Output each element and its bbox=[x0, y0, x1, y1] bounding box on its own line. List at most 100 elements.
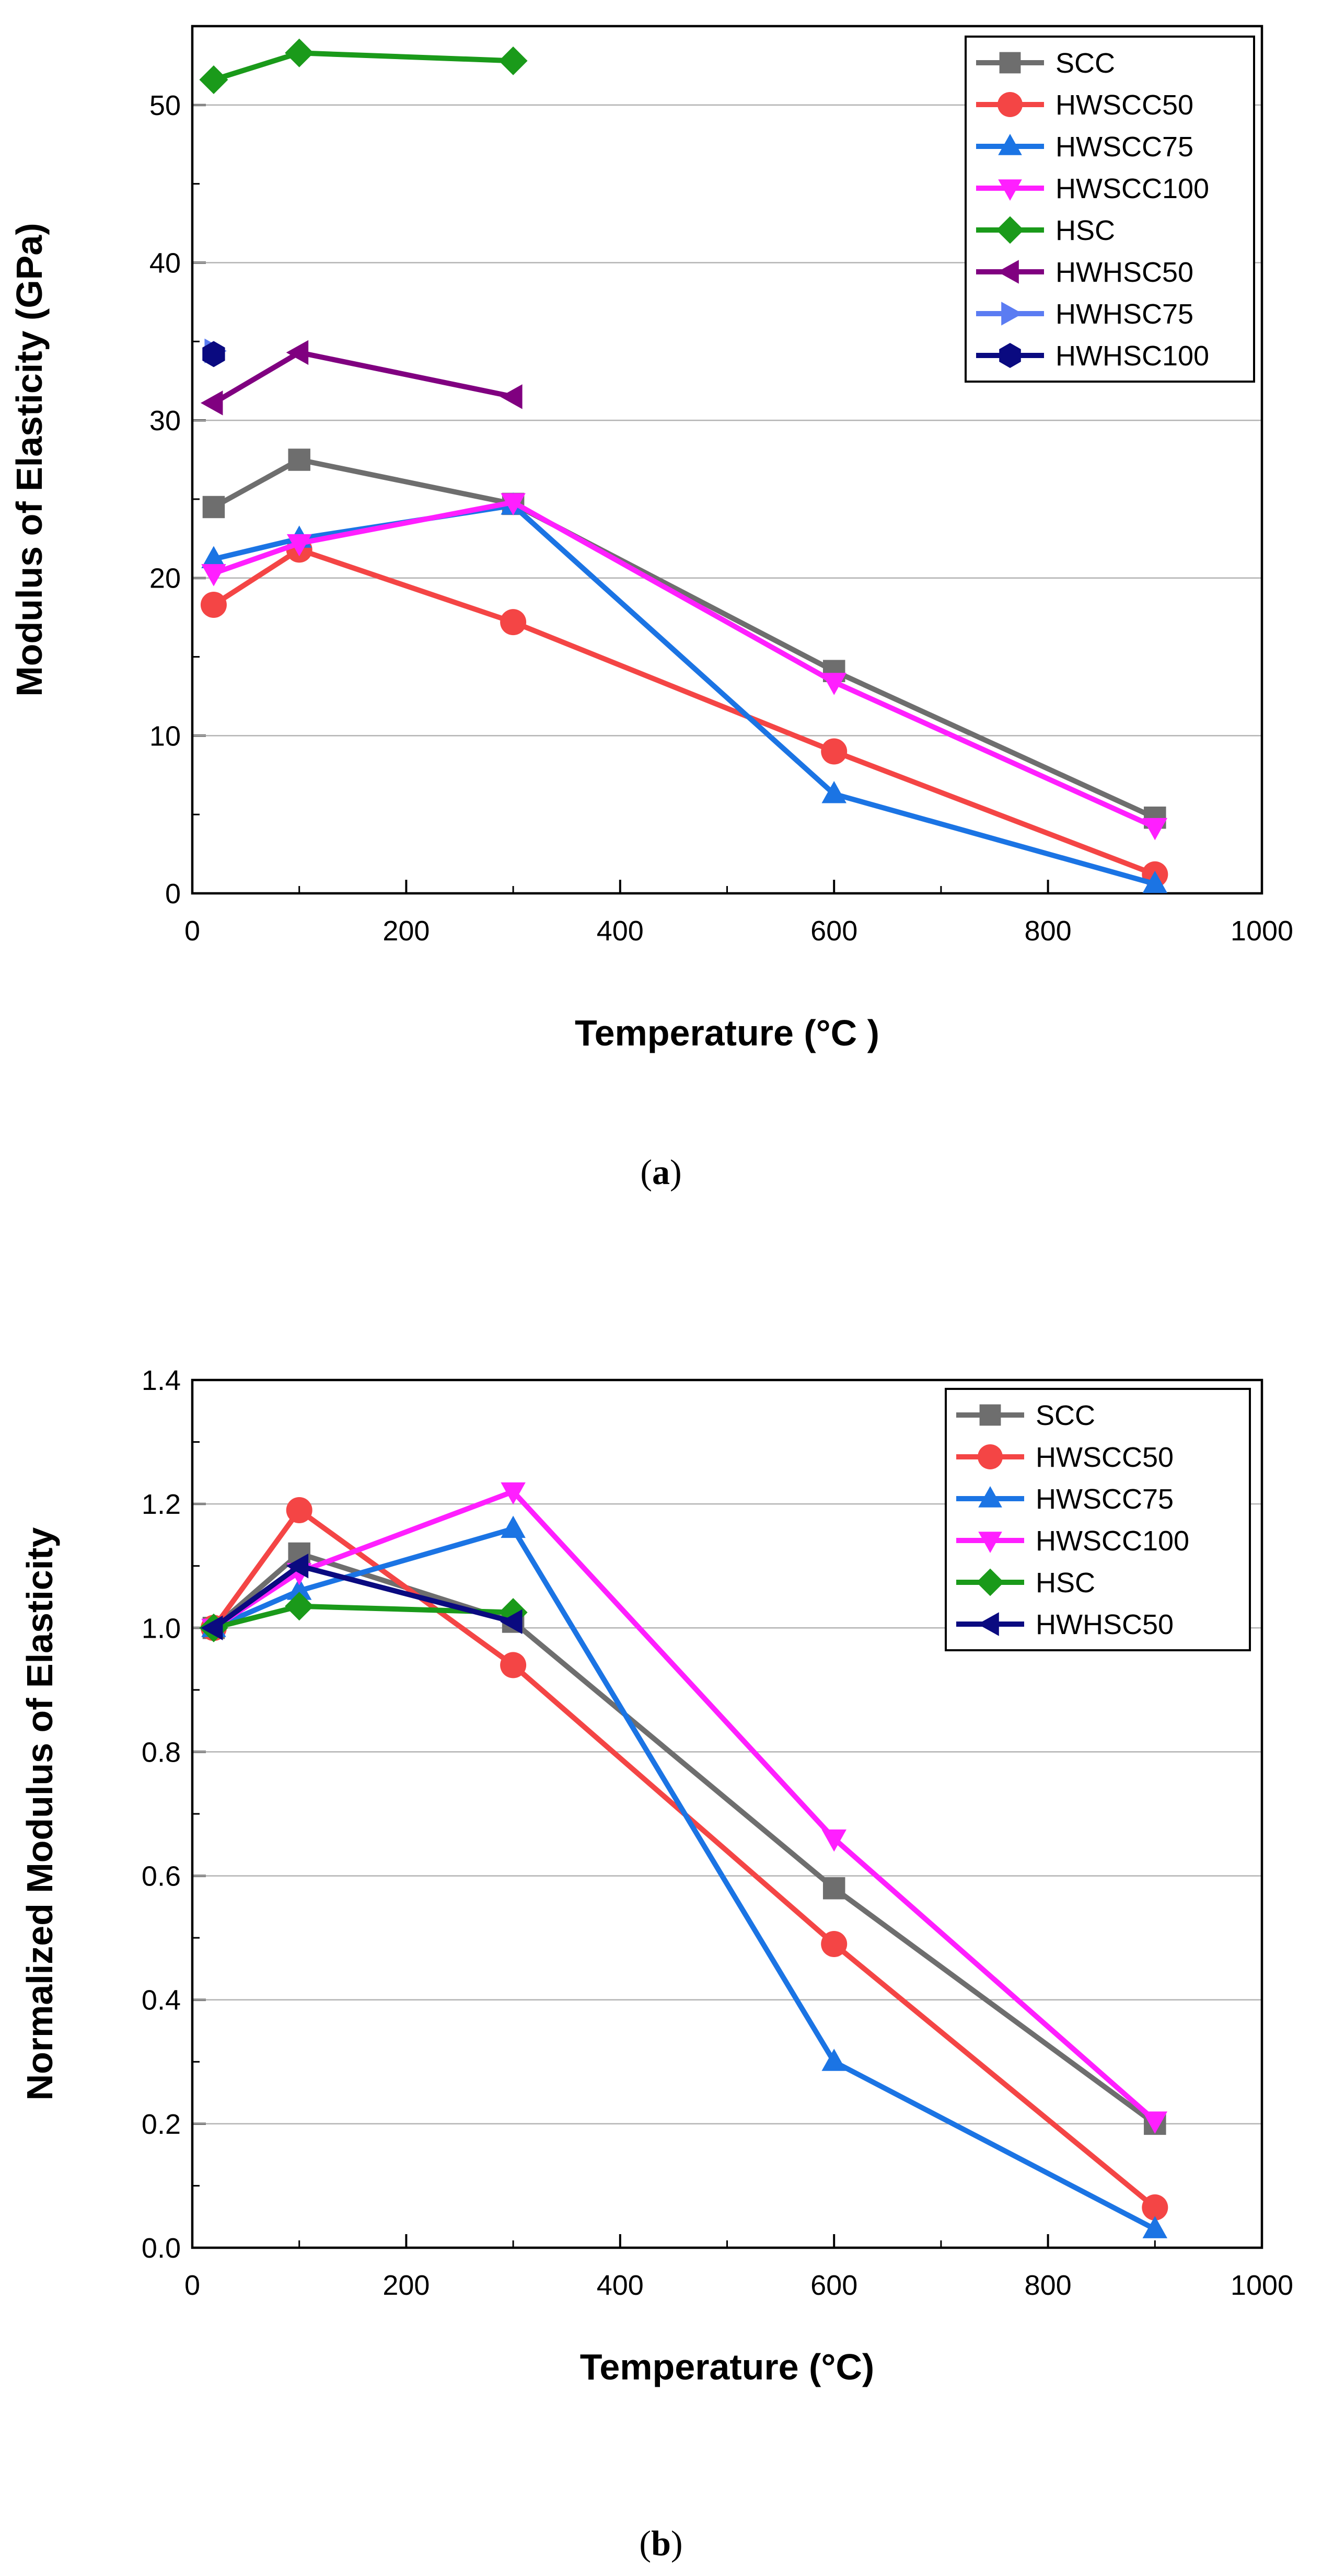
legend-label-a-hwhsc100: HWHSC100 bbox=[1056, 340, 1209, 372]
legend-item-b-scc: SCC bbox=[956, 1400, 1095, 1431]
legend-label-b-scc: SCC bbox=[1036, 1400, 1095, 1431]
legend-swatch-marker-b-hwscc75 bbox=[978, 1486, 1002, 1508]
point-a-scc-1 bbox=[288, 448, 310, 471]
point-a-hwscc100-0 bbox=[201, 564, 226, 586]
x-tick-label-a-3: 600 bbox=[810, 915, 857, 947]
point-a-hsc-2 bbox=[498, 46, 528, 75]
point-b-hwhsc50-1 bbox=[286, 1553, 309, 1579]
legend-item-a-hwscc50: HWSCC50 bbox=[976, 89, 1193, 121]
y-tick-label-a-5: 50 bbox=[149, 90, 181, 121]
point-a-hsc-1 bbox=[285, 38, 314, 67]
point-a-hwscc100-2 bbox=[501, 493, 526, 515]
legend-swatch-marker-b-hwhsc50 bbox=[978, 1612, 999, 1636]
point-b-hsc-1 bbox=[285, 1592, 314, 1621]
legend-label-a-hsc: HSC bbox=[1056, 215, 1115, 246]
legend-swatch-marker-a-hwhsc50 bbox=[998, 260, 1019, 284]
y-tick-label-b-2: 0.4 bbox=[142, 1985, 181, 2016]
legend-label-b-hwhsc50: HWHSC50 bbox=[1036, 1609, 1174, 1640]
plot-frame-b bbox=[191, 1378, 1263, 2249]
point-a-hwscc50-3 bbox=[821, 738, 848, 765]
legend-swatch-marker-a-hwhsc100 bbox=[999, 343, 1021, 368]
point-b-hwhsc50-2 bbox=[500, 1609, 523, 1635]
y-tick-label-a-3: 30 bbox=[149, 405, 181, 436]
point-a-scc-0 bbox=[202, 496, 225, 519]
legend-swatch-marker-a-hwscc100 bbox=[998, 179, 1022, 201]
legend-label-b-hsc: HSC bbox=[1036, 1567, 1095, 1598]
x-axis-b: 0 200 400 600 800 1000 bbox=[184, 2234, 1293, 2301]
y-tick-label-b-6: 1.2 bbox=[142, 1489, 181, 1520]
y-tick-label-b-0: 0.0 bbox=[142, 2233, 181, 2264]
y-axis-title-b: Normalized Modulus of Elasticity bbox=[19, 1527, 60, 2101]
x-tick-label-b-2: 400 bbox=[597, 2270, 644, 2301]
series-b-hwhsc50 bbox=[200, 1553, 523, 1641]
caption-a-letter: a bbox=[652, 1152, 670, 1192]
caption-b-close: ) bbox=[671, 2523, 683, 2563]
point-a-hwscc50-2 bbox=[500, 609, 527, 636]
y-tick-label-b-4: 0.8 bbox=[142, 1736, 181, 1768]
legend-label-a-hwhsc50: HWHSC50 bbox=[1056, 257, 1193, 288]
x-axis-title-a: Temperature (°C ) bbox=[575, 1013, 879, 1053]
point-b-hwscc50-2 bbox=[500, 1652, 527, 1678]
legend-label-b-hwscc50: HWSCC50 bbox=[1036, 1442, 1174, 1473]
point-a-hwscc75-3 bbox=[821, 780, 846, 803]
y-tick-label-a-2: 20 bbox=[149, 563, 181, 594]
point-b-hwscc100-2 bbox=[501, 1482, 526, 1505]
legend-item-a-hwscc75: HWSCC75 bbox=[976, 131, 1193, 163]
y-axis-title-a: Modulus of Elasticity (GPa) bbox=[9, 223, 50, 696]
point-b-hwscc75-3 bbox=[821, 2049, 846, 2071]
legend-item-a-hwscc100: HWSCC100 bbox=[976, 173, 1209, 204]
point-a-hwscc100-4 bbox=[1142, 818, 1168, 841]
legend-label-a-scc: SCC bbox=[1056, 48, 1115, 79]
legend-item-a-hwhsc75: HWHSC75 bbox=[976, 298, 1193, 330]
legend-swatch-marker-b-scc bbox=[979, 1404, 1001, 1426]
point-a-hwscc50-0 bbox=[200, 592, 227, 618]
point-b-hwscc50-3 bbox=[821, 1931, 848, 1957]
point-a-hwscc100-1 bbox=[286, 534, 312, 557]
point-a-hwhsc50-2 bbox=[500, 384, 523, 409]
point-b-hwhsc50-0 bbox=[200, 1615, 223, 1641]
legend-swatch-marker-a-hsc bbox=[996, 216, 1024, 244]
legend-label-a-hwscc75: HWSCC75 bbox=[1056, 131, 1193, 163]
caption-a: (a) bbox=[640, 1152, 681, 1192]
legend-b: SCC HWSCC50 HWSCC75 HWSCC100 HSC HWHSC50 bbox=[945, 1388, 1251, 1651]
legend-item-b-hwhsc50: HWHSC50 bbox=[956, 1609, 1174, 1640]
legend-item-b-hwscc100: HWSCC100 bbox=[956, 1525, 1189, 1557]
legend-item-b-hsc: HSC bbox=[956, 1567, 1095, 1598]
legend-item-a-scc: SCC bbox=[976, 48, 1115, 79]
x-tick-label-a-0: 0 bbox=[184, 915, 200, 947]
point-a-hwhsc100-0 bbox=[202, 341, 225, 367]
point-a-hwscc75-0 bbox=[201, 546, 226, 569]
point-b-hwscc50-1 bbox=[286, 1497, 312, 1523]
x-tick-label-a-2: 400 bbox=[597, 915, 644, 947]
chart-a: 0 10 20 30 40 50 0 200 400 600 800 1000 Temperature … bbox=[9, 25, 1293, 1053]
point-b-hwscc50-4 bbox=[1142, 2194, 1168, 2221]
x-tick-label-b-5: 1000 bbox=[1231, 2270, 1293, 2301]
caption-a-open: ( bbox=[640, 1152, 652, 1192]
x-tick-label-b-1: 200 bbox=[382, 2270, 430, 2301]
legend-swatch-marker-b-hsc bbox=[976, 1568, 1004, 1596]
point-a-hwscc100-3 bbox=[821, 673, 846, 695]
y-tick-label-b-7: 1.4 bbox=[142, 1365, 181, 1396]
x-tick-label-b-4: 800 bbox=[1025, 2270, 1072, 2301]
plot-frame-a bbox=[191, 25, 1263, 895]
legend-swatch-marker-a-hwscc75 bbox=[998, 134, 1022, 155]
point-a-hwscc75-4 bbox=[1142, 870, 1168, 893]
point-a-hwhsc50-0 bbox=[200, 390, 223, 416]
point-b-hwscc75-4 bbox=[1142, 2216, 1168, 2238]
x-tick-label-a-4: 800 bbox=[1025, 915, 1072, 947]
series-a-hwhsc50 bbox=[200, 340, 523, 416]
series-layer-a bbox=[199, 38, 1168, 893]
point-b-hwscc100-3 bbox=[821, 1829, 846, 1852]
y-tick-label-a-0: 0 bbox=[165, 878, 181, 910]
legend-box-a bbox=[965, 36, 1255, 383]
y-tick-label-a-4: 40 bbox=[149, 247, 181, 279]
y-axis-a: 0 10 20 30 40 50 bbox=[149, 25, 206, 910]
point-b-hwscc75-1 bbox=[286, 1578, 312, 1600]
legend-item-b-hwscc50: HWSCC50 bbox=[956, 1442, 1174, 1473]
legend-item-a-hwhsc50: HWHSC50 bbox=[976, 257, 1193, 288]
x-axis-a: 0 200 400 600 800 1000 bbox=[184, 880, 1293, 947]
legend-label-b-hwscc75: HWSCC75 bbox=[1036, 1484, 1174, 1515]
point-b-scc-3 bbox=[822, 1877, 845, 1900]
chart-b: 0.0 0.2 0.4 0.6 0.8 1.0 1.2 1.4 0 200 400 600 800 100… bbox=[19, 1365, 1293, 2387]
